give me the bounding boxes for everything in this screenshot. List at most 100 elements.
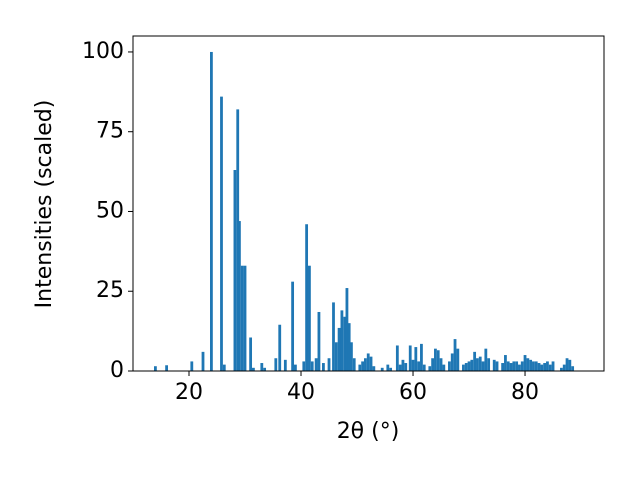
bar [372, 366, 376, 371]
bar [442, 364, 446, 371]
bar [347, 323, 351, 371]
bar [560, 367, 563, 371]
bar [529, 359, 533, 371]
bar [420, 343, 423, 371]
bar [322, 363, 325, 371]
bar [308, 265, 311, 371]
bar [317, 311, 321, 371]
y-tick-label: 75 [96, 119, 124, 144]
bar [543, 363, 547, 371]
bar [476, 358, 479, 371]
bar [434, 348, 437, 371]
bar [380, 367, 384, 371]
bar [565, 358, 569, 371]
bar [240, 265, 244, 371]
bar [404, 363, 408, 371]
bar [310, 361, 314, 371]
bar [408, 345, 412, 371]
bar [327, 358, 331, 371]
bar [431, 358, 435, 371]
bar [506, 361, 510, 371]
bar [263, 367, 267, 371]
bar [165, 365, 169, 371]
y-tick-label: 0 [110, 358, 124, 383]
bar [411, 359, 415, 371]
bar [450, 353, 454, 371]
bar [512, 361, 516, 371]
bar [453, 339, 457, 371]
bar [337, 327, 341, 371]
bar [520, 361, 524, 371]
bar [501, 363, 505, 371]
bar [515, 361, 519, 371]
bar [358, 364, 362, 371]
bar [417, 361, 421, 371]
bar [249, 337, 253, 371]
bar [395, 345, 399, 371]
bar [439, 358, 443, 371]
x-tick-label: 80 [511, 380, 539, 405]
bar [518, 364, 521, 371]
bar [389, 367, 393, 371]
bar [236, 109, 240, 371]
bar [233, 170, 237, 371]
bar [352, 358, 356, 371]
bar [398, 364, 402, 371]
bar [492, 359, 496, 371]
bar [422, 364, 426, 371]
x-tick-label: 40 [287, 380, 315, 405]
bar [537, 363, 541, 371]
bar [534, 361, 538, 371]
bar [332, 302, 335, 371]
y-tick-label: 100 [82, 39, 124, 64]
bar [302, 361, 306, 371]
bar [456, 348, 460, 371]
bar [504, 355, 507, 371]
bar [414, 347, 418, 371]
bar [551, 361, 555, 371]
bar [462, 364, 465, 371]
bar [222, 364, 226, 371]
bar [345, 288, 349, 371]
bar [546, 361, 549, 371]
bar [509, 363, 513, 371]
plot-frame [132, 35, 605, 372]
bar [220, 96, 223, 371]
y-axis-label: Intensities (scaled) [32, 100, 57, 309]
bar [210, 51, 213, 371]
bar [154, 366, 157, 371]
bar [190, 361, 194, 371]
bar [243, 265, 247, 371]
bar [540, 364, 544, 371]
bar [568, 359, 572, 371]
bar [369, 356, 373, 371]
bar [473, 351, 477, 371]
bar [361, 361, 365, 371]
bar [487, 358, 491, 371]
bar [470, 359, 474, 371]
bar [274, 358, 278, 371]
bar [252, 367, 255, 371]
y-tick-label: 25 [96, 278, 124, 303]
bar [291, 281, 295, 371]
bar [495, 361, 499, 371]
x-axis-label: 2θ (°) [337, 419, 400, 444]
bar [314, 358, 318, 371]
bar [283, 359, 287, 371]
bar [350, 342, 353, 371]
bar [294, 364, 297, 371]
bar [436, 350, 440, 371]
bar [478, 356, 482, 371]
bar [464, 363, 468, 371]
bar [305, 224, 309, 371]
bar [201, 351, 205, 371]
y-tick-label: 50 [96, 198, 124, 223]
bar [562, 364, 566, 371]
bar [532, 361, 535, 371]
bar [571, 366, 575, 371]
bar [448, 361, 451, 371]
bar [343, 316, 347, 371]
bar [278, 324, 282, 371]
